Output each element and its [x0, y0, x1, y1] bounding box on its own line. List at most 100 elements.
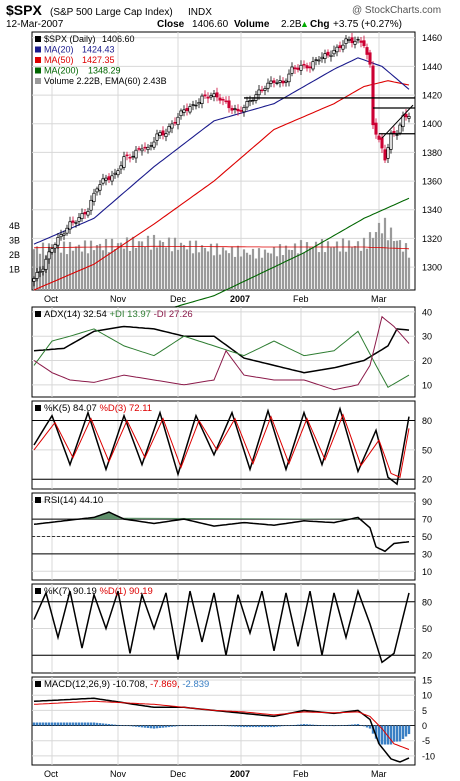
volume-bar	[194, 240, 198, 290]
volume-value: 2.2B	[281, 19, 302, 30]
month-label: Mar	[371, 769, 387, 779]
volume-bar	[392, 240, 396, 290]
candle-body	[47, 251, 51, 260]
ma20-line	[33, 57, 410, 245]
legend-swatch	[35, 497, 41, 503]
candle-body	[182, 109, 186, 113]
volume-bar	[176, 249, 180, 290]
macd-histogram-bar	[158, 725, 162, 728]
macd-histogram-bar	[113, 724, 117, 726]
macd-histogram-bar	[239, 725, 243, 727]
volume-bar	[344, 251, 348, 290]
exchange: INDX	[188, 7, 212, 18]
volume-bar	[59, 252, 63, 290]
candle-body	[341, 44, 345, 50]
volume-bar	[242, 249, 246, 290]
y-tick-label: 10	[422, 691, 432, 701]
volume-bar	[101, 250, 105, 290]
macd-histogram-bar	[305, 724, 309, 726]
volume-bar	[314, 241, 318, 290]
rsi-legend: RSI(14) 44.10	[35, 495, 103, 506]
volume-bar	[377, 222, 381, 290]
macd-histogram-bar	[179, 725, 183, 727]
volume-bar	[359, 250, 363, 290]
candle-body	[239, 110, 243, 112]
macd-histogram-bar	[248, 725, 252, 728]
macd-histogram-bar	[191, 725, 195, 727]
volume-bar	[293, 243, 297, 290]
candle-body	[50, 248, 54, 253]
volume-bar	[212, 255, 216, 290]
volume-bar	[302, 252, 306, 290]
candle-body	[362, 40, 366, 47]
candle-body	[179, 110, 183, 117]
candle-body	[95, 188, 99, 193]
volume-tick-label: 1B	[9, 265, 20, 275]
trendline	[381, 104, 414, 139]
macd-frame	[31, 676, 416, 766]
macd-histogram-bar	[287, 725, 291, 727]
volume-bar	[266, 252, 270, 290]
fast_sto-title: %K(7) 90.19 %D(1) 90.19	[44, 586, 153, 597]
macd-histogram-bar	[386, 725, 390, 745]
volume-bar	[125, 237, 129, 290]
candle-body	[317, 59, 321, 62]
candle-body	[32, 278, 36, 282]
volume-bar	[203, 247, 207, 290]
macd-histogram-bar	[86, 722, 90, 726]
volume-bar	[305, 242, 309, 290]
volume-tick-label: 2B	[9, 250, 20, 260]
macd-legend: MACD(12,26,9) -10.708, -7.869, -2.839	[35, 679, 209, 690]
macd-histogram-bar	[302, 724, 306, 726]
macd-histogram-bar	[269, 725, 273, 728]
volume-bar	[335, 241, 339, 290]
volume-bar	[374, 232, 378, 290]
macd-histogram-bar	[308, 724, 312, 726]
macd-panel: -10 -5 0 5 10 15 MACD(12,26,9) -10.708, -7.869…	[31, 676, 435, 766]
candle-body	[83, 211, 87, 215]
candle-body	[248, 100, 252, 103]
y-tick-label: 10	[422, 380, 432, 390]
volume-bar	[386, 240, 390, 290]
macd-histogram-bar	[377, 725, 381, 744]
macd-histogram-bar	[314, 724, 318, 726]
macd-histogram-bar	[104, 723, 108, 726]
month-label: Dec	[170, 769, 187, 779]
candle-body	[290, 66, 294, 74]
candle-body	[251, 99, 255, 102]
candle-body	[119, 165, 123, 170]
candle-body	[383, 149, 387, 161]
volume-bar	[317, 252, 321, 290]
volume-bar	[320, 239, 324, 290]
legend-swatch	[35, 67, 41, 74]
macd-histogram-bar	[155, 725, 159, 729]
candle-body	[329, 54, 333, 57]
y-tick-label: 10	[422, 567, 432, 577]
volume-bar	[227, 253, 231, 290]
candle-body	[65, 227, 69, 234]
candle-body	[197, 102, 201, 105]
close-label: Close	[157, 19, 185, 30]
candle-body	[161, 130, 165, 136]
volume-bar	[197, 252, 201, 290]
volume-bar	[143, 246, 147, 290]
volume-bar	[404, 243, 408, 290]
legend-swatch	[35, 311, 41, 317]
volume-bar	[275, 256, 279, 290]
candle-body	[77, 217, 81, 222]
legend-entry: +DI 13.97	[107, 309, 151, 320]
candle-body	[350, 37, 354, 44]
candle-body	[275, 82, 279, 84]
legend-name: MA(50)	[44, 55, 74, 65]
volume-bar	[149, 249, 153, 290]
macd-histogram-bar	[272, 725, 276, 728]
month-label: Dec	[170, 294, 187, 304]
candle-body	[116, 170, 120, 176]
candle-body	[356, 38, 360, 41]
y-tick-label: 1440	[422, 62, 442, 72]
volume-bar	[230, 246, 234, 290]
brand-watermark: @ StockCharts.com	[352, 5, 441, 16]
macd-histogram-bar	[170, 725, 174, 727]
volume-bar	[272, 247, 276, 290]
